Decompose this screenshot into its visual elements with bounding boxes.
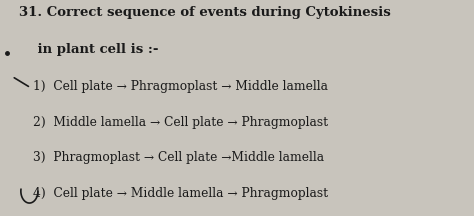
Text: 31. Correct sequence of events during Cytokinesis: 31. Correct sequence of events during Cy… (19, 6, 391, 19)
Text: 1)  Cell plate → Phragmoplast → Middle lamella: 1) Cell plate → Phragmoplast → Middle la… (33, 80, 328, 93)
Text: 4)  Cell plate → Middle lamella → Phragmoplast: 4) Cell plate → Middle lamella → Phragmo… (33, 187, 328, 200)
Text: in plant cell is :-: in plant cell is :- (19, 43, 158, 56)
Text: 2)  Middle lamella → Cell plate → Phragmoplast: 2) Middle lamella → Cell plate → Phragmo… (33, 116, 328, 129)
Text: 3)  Phragmoplast → Cell plate →Middle lamella: 3) Phragmoplast → Cell plate →Middle lam… (33, 151, 324, 164)
